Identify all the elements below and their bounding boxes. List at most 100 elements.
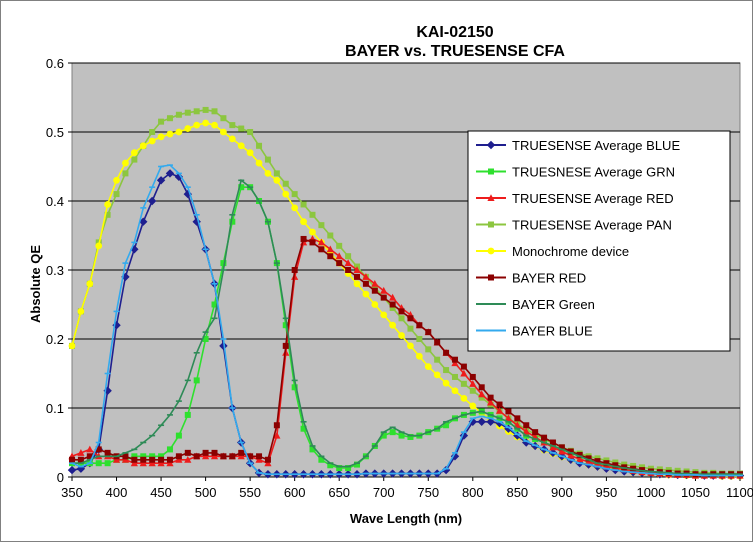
- data-point: [265, 157, 271, 163]
- data-point: [309, 212, 315, 218]
- data-point: [158, 133, 165, 140]
- data-point: [309, 229, 316, 236]
- legend-swatch-marker: [488, 169, 494, 175]
- data-point: [469, 403, 476, 410]
- data-point: [479, 384, 485, 390]
- x-tick-label: 550: [239, 485, 261, 500]
- legend-label: TRUESENSE Average BLUE: [512, 138, 680, 153]
- data-point: [194, 453, 200, 459]
- data-point: [203, 450, 209, 456]
- legend-label: BAYER Green: [512, 297, 595, 312]
- data-point: [167, 115, 173, 121]
- data-point: [301, 201, 307, 207]
- data-point: [283, 343, 289, 349]
- chart-subtitle: BAYER vs. TRUESENSE CFA: [345, 43, 565, 60]
- data-point: [274, 422, 280, 428]
- data-point: [389, 322, 396, 329]
- data-point: [229, 136, 236, 143]
- data-point: [149, 129, 155, 135]
- legend-swatch-marker: [488, 275, 494, 281]
- data-point: [176, 433, 182, 439]
- data-point: [122, 160, 129, 167]
- data-point: [372, 288, 378, 294]
- data-point: [105, 450, 111, 456]
- data-point: [131, 149, 138, 156]
- data-point: [273, 177, 280, 184]
- x-tick-label: 800: [462, 485, 484, 500]
- data-point: [158, 119, 164, 125]
- data-point: [149, 138, 156, 145]
- chart-title: KAI-02150: [416, 24, 493, 41]
- data-point: [78, 308, 85, 315]
- data-point: [175, 129, 182, 136]
- data-point: [452, 387, 459, 394]
- data-point: [220, 129, 227, 136]
- data-point: [425, 363, 432, 370]
- data-point: [292, 267, 298, 273]
- data-point: [354, 274, 360, 280]
- data-point: [131, 457, 137, 463]
- x-tick-label: 950: [596, 485, 618, 500]
- data-point: [229, 122, 235, 128]
- data-point: [185, 412, 191, 418]
- data-point: [167, 457, 173, 463]
- data-point: [265, 457, 271, 463]
- data-point: [86, 280, 93, 287]
- data-point: [452, 374, 458, 380]
- data-point: [300, 218, 307, 225]
- data-point: [390, 302, 396, 308]
- data-point: [363, 291, 370, 298]
- data-point: [443, 367, 449, 373]
- data-point: [488, 395, 494, 401]
- y-tick-label: 0: [57, 470, 64, 485]
- data-point: [104, 201, 111, 208]
- x-tick-label: 650: [328, 485, 350, 500]
- data-point: [461, 364, 467, 370]
- data-point: [140, 142, 147, 149]
- data-point: [336, 260, 342, 266]
- data-point: [460, 395, 467, 402]
- data-point: [452, 357, 458, 363]
- data-point: [256, 160, 263, 167]
- data-point: [318, 246, 324, 252]
- x-tick-label: 450: [150, 485, 172, 500]
- y-tick-label: 0.5: [46, 125, 64, 140]
- x-tick-label: 900: [551, 485, 573, 500]
- data-point: [416, 353, 423, 360]
- legend-label: TRUESENSE Average PAN: [512, 218, 672, 233]
- data-point: [256, 143, 262, 149]
- data-point: [114, 191, 120, 197]
- x-tick-label: 700: [373, 485, 395, 500]
- y-axis-title: Absolute QE: [28, 245, 43, 323]
- data-point: [238, 126, 244, 132]
- data-point: [327, 253, 333, 259]
- data-point: [247, 149, 254, 156]
- data-point: [184, 125, 191, 132]
- data-point: [399, 308, 405, 314]
- x-tick-label: 350: [61, 485, 83, 500]
- x-tick-label: 1100: [726, 485, 753, 500]
- data-point: [532, 429, 538, 435]
- data-point: [398, 332, 405, 339]
- y-tick-label: 0.1: [46, 401, 64, 416]
- y-tick-label: 0.3: [46, 263, 64, 278]
- x-tick-label: 850: [506, 485, 528, 500]
- data-point: [381, 295, 387, 301]
- data-point: [247, 129, 253, 135]
- data-point: [371, 301, 378, 308]
- legend-label: Monochrome device: [512, 244, 629, 259]
- data-point: [176, 453, 182, 459]
- data-point: [407, 326, 413, 332]
- x-tick-label: 400: [106, 485, 128, 500]
- data-point: [416, 322, 422, 328]
- data-point: [434, 357, 440, 363]
- legend-swatch-marker: [488, 248, 495, 255]
- y-tick-label: 0.4: [46, 194, 64, 209]
- data-point: [105, 460, 111, 466]
- x-tick-label: 750: [417, 485, 439, 500]
- y-tick-label: 0.6: [46, 56, 64, 71]
- data-point: [363, 281, 369, 287]
- data-point: [194, 377, 200, 383]
